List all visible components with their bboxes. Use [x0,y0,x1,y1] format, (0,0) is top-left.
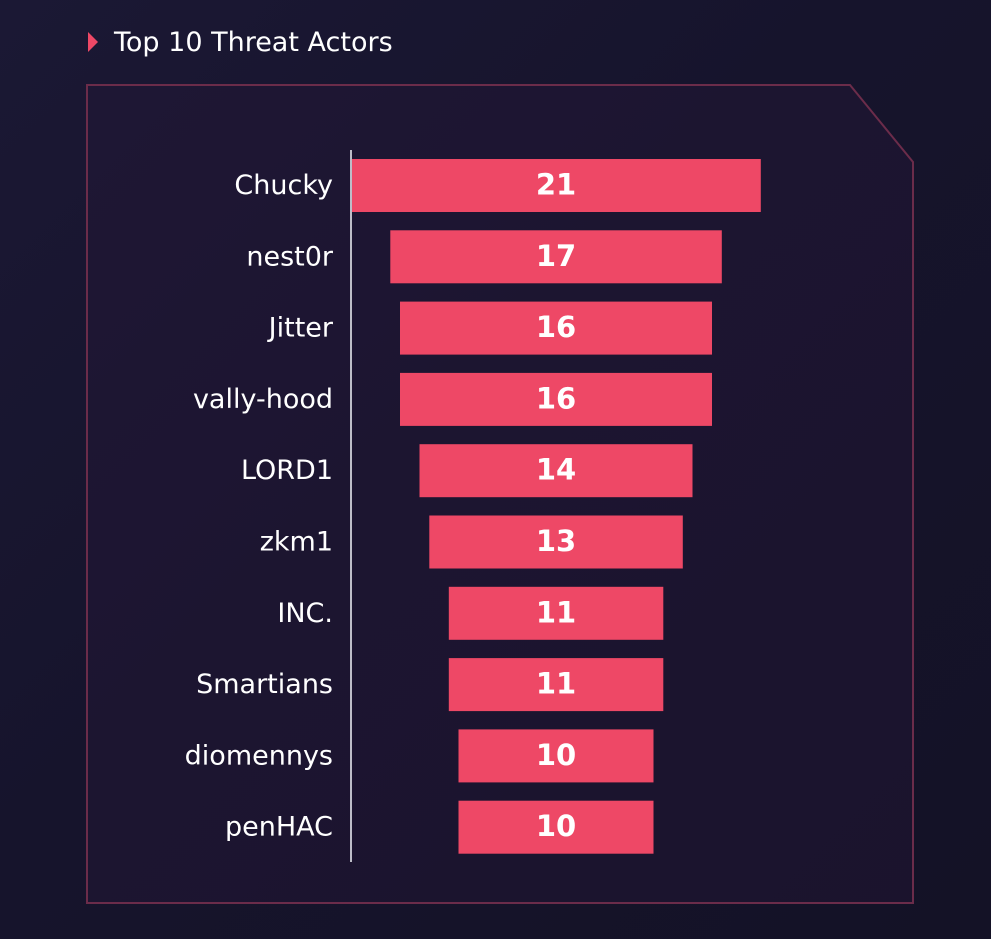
category-label: INC. [277,598,333,629]
bar-smartians [448,658,664,712]
caret-right-icon [88,32,98,52]
data-label: 16 [536,381,576,415]
chart-title: Top 10 Threat Actors [114,26,393,58]
bar-nest0r [390,230,722,284]
data-label: 10 [536,738,576,772]
data-label: 16 [536,310,576,344]
category-label: Jitter [267,313,334,344]
bar-chucky [351,159,761,212]
data-label: 21 [536,168,576,202]
bar-penhac [458,800,654,854]
bar-zkm1 [429,515,683,569]
data-label: 10 [536,809,576,843]
bar-diomennys [458,729,654,783]
chart-title-bar: Top 10 Threat Actors [88,26,393,58]
bar-inc- [448,586,664,640]
category-label: vally-hood [193,384,333,415]
bars-layer: 21 Chucky 17 nest0r 16 Jitter 16 vally-hood 14 LO… [185,159,761,854]
category-label: Chucky [234,170,333,201]
category-label: diomennys [185,740,333,771]
category-label: zkm1 [260,527,333,558]
bar-lord1 [419,444,693,498]
data-label: 11 [536,595,576,629]
data-label: 14 [536,453,576,487]
category-label: Smartians [196,669,333,700]
data-label: 13 [536,524,576,558]
category-label: nest0r [246,241,334,272]
category-label: LORD1 [241,455,333,486]
bar-vally-hood [400,372,712,426]
category-label: penHAC [225,812,333,843]
bar-jitter [400,301,712,355]
data-label: 11 [536,667,576,701]
data-label: 17 [536,239,576,273]
